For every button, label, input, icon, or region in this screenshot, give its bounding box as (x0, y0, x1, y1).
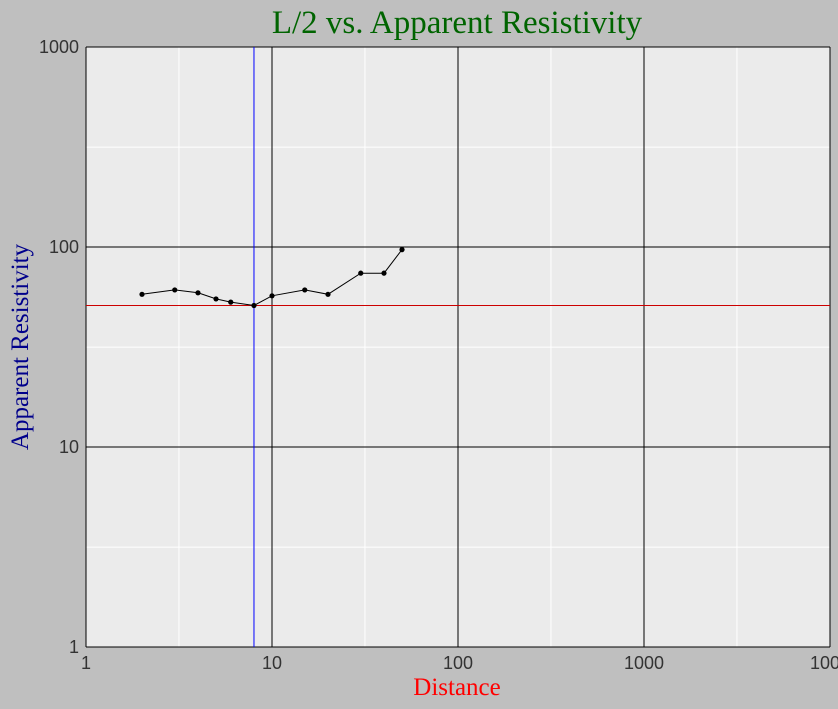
x-axis-ticks: 1 10 100 1000 1000 (81, 653, 838, 673)
y-axis-ticks: 1 10 100 1000 (39, 37, 79, 657)
series-layer (139, 247, 405, 309)
x-tick-label: 1000 (624, 653, 664, 673)
data-point (251, 302, 257, 309)
x-tick-label: 1 (81, 653, 91, 673)
series-line (141, 249, 403, 307)
x-tick-label: 1000 (810, 653, 838, 673)
data-point (381, 270, 387, 276)
y-tick-label: 1 (69, 637, 79, 657)
data-point (399, 247, 405, 253)
data-point (302, 287, 308, 293)
data-point (213, 296, 219, 302)
data-point (228, 299, 234, 305)
reference-lines (86, 47, 830, 647)
data-point (325, 291, 331, 297)
x-tick-label: 10 (262, 653, 282, 673)
y-tick-label: 10 (59, 437, 79, 457)
major-grid (85, 46, 831, 648)
chart-title: L/2 vs. Apparent Resistivity (272, 5, 643, 41)
y-tick-label: 1000 (39, 37, 79, 57)
x-tick-label: 100 (443, 653, 473, 673)
data-point (172, 287, 178, 293)
data-point (139, 291, 145, 297)
data-point (358, 270, 364, 276)
x-axis-label: Distance (413, 674, 500, 701)
data-point (195, 290, 201, 296)
y-axis-label: Apparent Resistivity (7, 243, 34, 450)
y-tick-label: 100 (49, 237, 79, 257)
data-point (269, 293, 275, 299)
